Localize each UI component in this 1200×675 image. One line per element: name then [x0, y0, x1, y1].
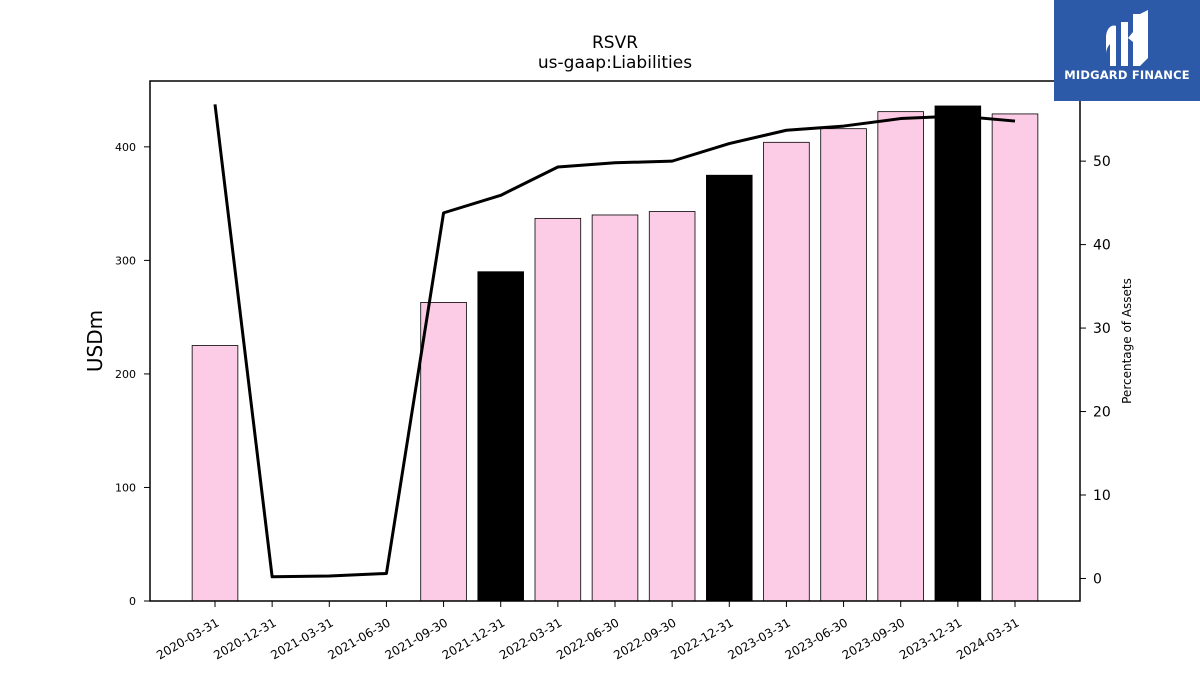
bar-2021-09-30	[420, 301, 467, 602]
chart-title: RSVR	[592, 33, 638, 53]
bar-2023-06-30	[820, 128, 867, 602]
percentage-of-assets-line	[213, 104, 1016, 579]
midgard-finance-logo: MIDGARD FINANCE	[1054, 0, 1200, 101]
x-tick-label: 2021-06-30	[326, 615, 393, 662]
y-tick-label: 100	[115, 481, 136, 494]
x-tick-label: 2021-12-31	[440, 615, 507, 662]
bar-2023-12-31	[934, 105, 982, 602]
logo-text: MIDGARD FINANCE	[1064, 68, 1190, 82]
y-tick-label: 400	[115, 141, 136, 154]
x-tick-label: 2024-03-31	[954, 615, 1021, 662]
y2-tick-label: 20	[1093, 405, 1111, 421]
x-tick-label: 2022-09-30	[611, 615, 678, 662]
x-tick-label: 2022-12-31	[668, 615, 735, 662]
x-tick-label: 2022-06-30	[554, 615, 621, 662]
x-tick-label: 2021-03-31	[268, 615, 335, 662]
y2-tick-label: 0	[1093, 571, 1102, 587]
bar-2024-03-31	[991, 113, 1039, 602]
y2-tick-label: 30	[1093, 321, 1111, 337]
chart-subtitle: us-gaap:Liabilities	[538, 53, 692, 73]
x-tick-label: 2021-09-30	[383, 615, 450, 662]
x-tick-label: 2023-12-31	[897, 615, 964, 662]
y-axis-label: USDm	[83, 310, 107, 372]
bar-2020-03-31	[191, 345, 239, 602]
bar-2023-09-30	[877, 111, 924, 602]
bar-2022-06-30	[591, 214, 639, 602]
logo-mark-icon	[1106, 10, 1148, 66]
y-tick-label: 300	[115, 254, 136, 267]
x-tick-label: 2020-12-31	[211, 615, 278, 662]
x-tick-label: 2023-03-31	[726, 615, 793, 662]
y2-tick-label: 50	[1093, 154, 1111, 170]
bar-2022-12-31	[706, 174, 753, 602]
bar-2022-09-30	[648, 211, 696, 602]
x-tick-label: 2020-03-31	[154, 615, 221, 662]
bar-2022-03-31	[534, 217, 582, 602]
bar-2021-12-31	[477, 271, 524, 602]
y2-tick-label: 40	[1093, 238, 1111, 254]
x-tick-label: 2022-03-31	[497, 615, 564, 662]
y2-tick-label: 10	[1093, 488, 1111, 504]
bar-2023-03-31	[763, 141, 810, 602]
y-tick-label: 200	[115, 368, 136, 381]
x-tick-label: 2023-09-30	[840, 615, 907, 662]
y2-axis-label: Percentage of Assets	[1120, 278, 1134, 404]
x-tick-label: 2023-06-30	[783, 615, 850, 662]
y-tick-label: 0	[129, 595, 136, 608]
